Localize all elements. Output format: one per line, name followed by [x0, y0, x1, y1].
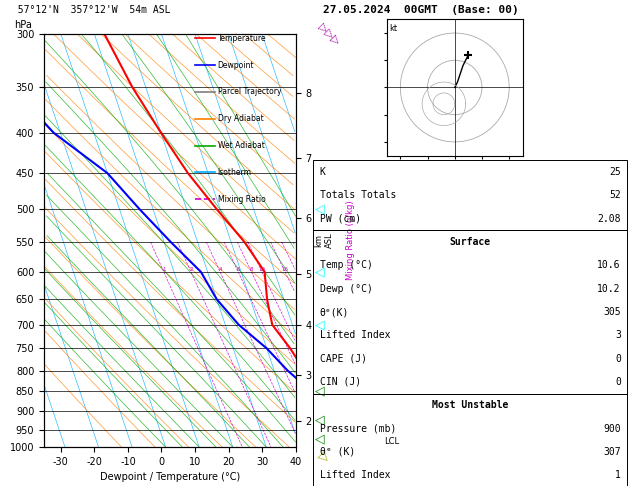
Text: ◁: ◁ — [314, 203, 325, 216]
Text: 0: 0 — [615, 354, 621, 364]
Text: Pressure (mb): Pressure (mb) — [320, 424, 396, 434]
Text: CIN (J): CIN (J) — [320, 377, 360, 387]
Text: Lifted Index: Lifted Index — [320, 470, 390, 480]
Text: Mixing Ratio (g/kg): Mixing Ratio (g/kg) — [347, 201, 355, 280]
X-axis label: Dewpoint / Temperature (°C): Dewpoint / Temperature (°C) — [100, 472, 240, 483]
Text: 307: 307 — [603, 447, 621, 457]
Text: kt: kt — [389, 23, 398, 33]
Text: 0: 0 — [615, 377, 621, 387]
Text: 2.08: 2.08 — [598, 214, 621, 224]
Text: Dry Adiabat: Dry Adiabat — [218, 114, 264, 123]
Text: 2: 2 — [189, 267, 192, 272]
Text: 57°12'N  357°12'W  54m ASL: 57°12'N 357°12'W 54m ASL — [6, 5, 171, 15]
Text: ◁: ◁ — [314, 414, 325, 427]
Text: ◁: ◁ — [314, 318, 325, 331]
Text: 16: 16 — [282, 267, 289, 272]
Text: Dewpoint: Dewpoint — [218, 60, 254, 69]
Text: Temperature: Temperature — [218, 34, 266, 43]
Text: LCL: LCL — [384, 437, 399, 447]
Text: 1: 1 — [615, 470, 621, 480]
Text: K: K — [320, 167, 325, 177]
Text: Totals Totals: Totals Totals — [320, 191, 396, 200]
Text: θᵉ (K): θᵉ (K) — [320, 447, 355, 457]
Text: 305: 305 — [603, 307, 621, 317]
Text: 3: 3 — [615, 330, 621, 340]
Text: 6: 6 — [237, 267, 240, 272]
Text: Parcel Trajectory: Parcel Trajectory — [218, 87, 281, 96]
Text: θᵉ(K): θᵉ(K) — [320, 307, 349, 317]
Text: 10.2: 10.2 — [598, 284, 621, 294]
Text: 10: 10 — [259, 267, 265, 272]
Text: Temp (°C): Temp (°C) — [320, 260, 372, 270]
Text: ◁: ◁ — [314, 385, 325, 398]
Text: 1: 1 — [162, 267, 165, 272]
Text: ▷▷▷: ▷▷▷ — [316, 21, 342, 47]
Text: 8: 8 — [250, 267, 253, 272]
Text: 900: 900 — [603, 424, 621, 434]
Text: hPa: hPa — [14, 20, 31, 30]
Text: ▷: ▷ — [316, 449, 332, 465]
Text: ◁: ◁ — [314, 265, 325, 278]
Text: 25: 25 — [609, 167, 621, 177]
Text: Mixing Ratio: Mixing Ratio — [218, 195, 265, 204]
Text: 10.6: 10.6 — [598, 260, 621, 270]
Text: Dewp (°C): Dewp (°C) — [320, 284, 372, 294]
Text: Wet Adiabat: Wet Adiabat — [218, 141, 265, 150]
Text: Lifted Index: Lifted Index — [320, 330, 390, 340]
Text: Most Unstable: Most Unstable — [432, 400, 508, 410]
Text: Surface: Surface — [450, 237, 491, 247]
Text: 4: 4 — [218, 267, 222, 272]
Text: Isotherm: Isotherm — [218, 168, 252, 177]
Y-axis label: km
ASL: km ASL — [314, 233, 334, 248]
Text: PW (cm): PW (cm) — [320, 214, 360, 224]
Text: 52: 52 — [609, 191, 621, 200]
Text: ◁: ◁ — [314, 432, 325, 445]
Text: 27.05.2024  00GMT  (Base: 00): 27.05.2024 00GMT (Base: 00) — [323, 5, 518, 15]
Text: CAPE (J): CAPE (J) — [320, 354, 367, 364]
